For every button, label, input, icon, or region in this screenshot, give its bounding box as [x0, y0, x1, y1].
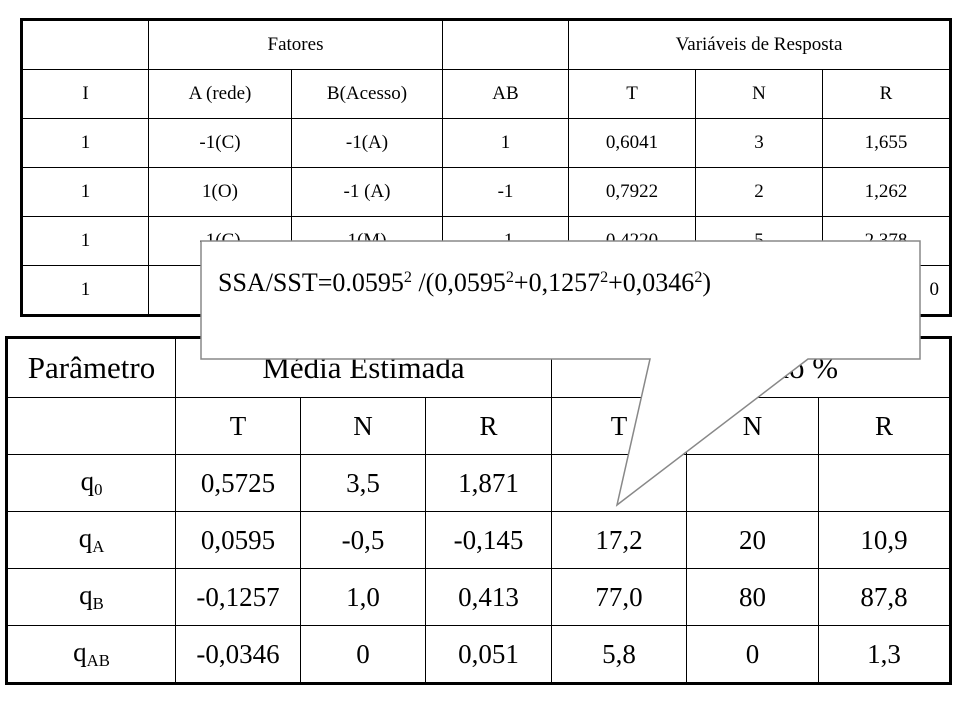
- parameters-subheader-row: T N R T N R: [5, 397, 953, 455]
- table-cell: 1: [442, 118, 569, 168]
- column-header: I: [20, 69, 149, 119]
- subheader-cell: [5, 397, 176, 455]
- table-row: qA 0,0595 -0,5 -0,145 17,2 20 10,9: [5, 511, 953, 569]
- table-cell: 2: [695, 167, 823, 217]
- subheader-cell: R: [818, 397, 953, 455]
- column-header: AB: [442, 69, 569, 119]
- table-row: q0 0,5725 3,5 1,871: [5, 454, 953, 512]
- table-cell: -1: [442, 167, 569, 217]
- table-cell: 0,051: [424, 625, 553, 684]
- table-cell: 0,4220: [568, 216, 696, 266]
- table-cell: 0: [821, 265, 953, 316]
- table-cell: [818, 454, 953, 512]
- parameter-name: qA: [5, 511, 176, 569]
- table-cell: 1,871: [424, 454, 553, 512]
- table-cell: 17,2: [551, 511, 688, 569]
- parameter-name: q0: [5, 454, 176, 512]
- table-row: qAB -0,0346 0 0,051 5,8 0 1,3: [5, 625, 953, 684]
- mean-header: Média Estimada: [174, 337, 553, 398]
- table-cell: 1(O): [148, 167, 292, 217]
- table-cell: 0,5725: [175, 454, 301, 512]
- callout-formula: SSA/SST=0.05952 /(0,05952+0,12572+0,0346…: [218, 268, 712, 297]
- column-header: T: [568, 69, 696, 119]
- subheader-cell: N: [686, 397, 820, 455]
- parameter-name: qAB: [5, 625, 176, 684]
- table-cell: -1(C): [148, 118, 292, 168]
- table-cell: 5: [695, 216, 823, 266]
- table-cell: 77,0: [551, 568, 688, 626]
- table-cell: 0,7922: [568, 167, 696, 217]
- table-cell: 0: [300, 625, 426, 684]
- table-cell: -0,0346: [175, 625, 301, 684]
- parameters-header-row: Parâmetro Média Estimada % Variação %: [5, 337, 953, 398]
- subheader-cell: T: [551, 397, 688, 455]
- parameter-name: qB: [5, 568, 176, 626]
- factors-header: Fatores: [148, 19, 443, 70]
- table-row: 1 -1(C) 1(M) -1 0,4220 5 2,378: [20, 216, 953, 266]
- table-cell: 2,378: [821, 216, 953, 266]
- table-cell: 1,262: [821, 167, 953, 217]
- table-cell: -1(A): [291, 118, 443, 168]
- table-cell: 1,655: [821, 118, 953, 168]
- subheader-cell: R: [424, 397, 553, 455]
- table-cell: 1: [20, 216, 149, 266]
- table-cell: [551, 454, 688, 512]
- table-cell: [695, 265, 823, 316]
- table-cell: 3: [695, 118, 823, 168]
- table-cell: 80: [686, 568, 820, 626]
- table-cell: -1: [442, 216, 569, 266]
- table-cell: -0,145: [424, 511, 553, 569]
- table-cell: 0,413: [424, 568, 553, 626]
- table-cell: 5,8: [551, 625, 688, 684]
- table-cell: 0: [686, 625, 820, 684]
- table-cell: -0,1257: [175, 568, 301, 626]
- column-header: N: [695, 69, 823, 119]
- group-header-empty-ab: [442, 19, 569, 70]
- column-header: B(Acesso): [291, 69, 443, 119]
- table-row: 1 -1(C) -1(A) 1 0,6041 3 1,655: [20, 118, 953, 168]
- table-cell: 1: [20, 167, 149, 217]
- table-cell: 1(M): [291, 216, 443, 266]
- table-cell: 0,6041: [568, 118, 696, 168]
- group-header-row: Fatores Variáveis de Resposta: [20, 19, 953, 70]
- table-row: 1 1(O) -1 (A) -1 0,7922 2 1,262: [20, 167, 953, 217]
- column-header-row: I A (rede) B(Acesso) AB T N R: [20, 69, 953, 119]
- responses-header: Variáveis de Resposta: [567, 19, 953, 70]
- table-cell: -0,5: [300, 511, 426, 569]
- table-cell: 1,0: [300, 568, 426, 626]
- column-header: R: [821, 69, 953, 119]
- table-row: qB -0,1257 1,0 0,413 77,0 80 87,8: [5, 568, 953, 626]
- table-cell: -1(C): [148, 216, 292, 266]
- table-cell: 0,0595: [175, 511, 301, 569]
- table-cell: 20: [686, 511, 820, 569]
- table-cell: 3,5: [300, 454, 426, 512]
- table-cell: 87,8: [818, 568, 953, 626]
- subheader-cell: N: [300, 397, 426, 455]
- table-cell: 10,9: [818, 511, 953, 569]
- table-cell: -1 (A): [291, 167, 443, 217]
- table-cell: [686, 454, 820, 512]
- table-cell: 1: [20, 265, 149, 316]
- table-cell: 1: [20, 118, 149, 168]
- column-header: A (rede): [148, 69, 292, 119]
- variation-header: % Variação %: [551, 337, 953, 398]
- subheader-cell: T: [175, 397, 301, 455]
- parameter-header: Parâmetro: [5, 337, 176, 398]
- group-header-empty: [20, 19, 149, 70]
- parameters-table: Parâmetro Média Estimada % Variação % T …: [5, 336, 953, 685]
- table-cell: 1,3: [818, 625, 953, 684]
